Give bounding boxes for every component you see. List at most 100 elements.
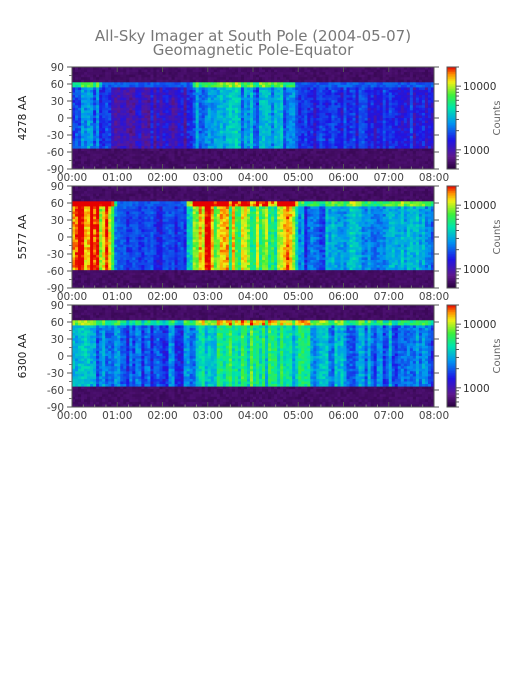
heatmap-cell [364, 125, 369, 129]
heatmap-cell [105, 67, 109, 70]
heatmap-cell [334, 77, 338, 81]
heatmap-cell [219, 120, 224, 124]
heatmap-cell [153, 110, 157, 114]
heatmap-cell [280, 158, 284, 162]
heatmap-cell [111, 125, 115, 129]
heatmap-cell [274, 82, 278, 86]
colorbar-label: Counts [492, 101, 503, 136]
heatmap-cell [165, 140, 169, 144]
heatmap-cell [295, 166, 299, 170]
heatmap-cell [90, 148, 94, 152]
heatmap-cell [132, 82, 136, 86]
heatmap-cell [355, 95, 359, 98]
heatmap-cell [358, 133, 362, 137]
heatmap-cell [322, 67, 326, 70]
heatmap-cell [412, 69, 417, 73]
heatmap-cell [156, 100, 160, 104]
heatmap-cell [310, 123, 314, 127]
heatmap-cell [343, 163, 347, 167]
heatmap-cell [108, 153, 112, 157]
heatmap-cell [138, 128, 142, 132]
heatmap-cell [78, 123, 82, 127]
heatmap-cell [403, 69, 408, 73]
heatmap-cell [334, 143, 338, 147]
heatmap-cell [346, 133, 350, 137]
heatmap-cell [219, 148, 224, 152]
heatmap-cell [277, 97, 281, 101]
heatmap-cell [138, 125, 142, 129]
heatmap-cell [427, 140, 432, 144]
heatmap-cell [352, 148, 356, 152]
heatmap-cell [102, 72, 106, 76]
heatmap-cell [289, 74, 293, 78]
heatmap-cell [210, 74, 215, 78]
heatmap-cell [283, 135, 287, 139]
heatmap-cell [391, 133, 396, 137]
heatmap-cell [265, 82, 269, 86]
heatmap-cell [337, 151, 341, 155]
heatmap-cell [147, 158, 151, 162]
heatmap-cell [207, 115, 212, 119]
heatmap-cell [373, 97, 378, 101]
heatmap-cell [253, 82, 257, 86]
heatmap-cell [373, 125, 378, 129]
heatmap-cell [406, 130, 411, 134]
heatmap-cell [295, 105, 299, 109]
heatmap-cell [108, 107, 112, 111]
heatmap-cell [415, 128, 420, 132]
heatmap-cell [84, 92, 88, 96]
heatmap-cell [352, 110, 356, 114]
heatmap-cell [355, 128, 359, 132]
heatmap-cell [249, 146, 254, 149]
heatmap-cell [132, 67, 136, 70]
heatmap-cell [87, 67, 91, 70]
heatmap-cell [231, 143, 236, 147]
heatmap-cell [117, 123, 121, 127]
heatmap-cell [141, 82, 145, 86]
heatmap-cell [90, 84, 94, 88]
heatmap-cell [75, 110, 79, 114]
heatmap-cell [249, 123, 254, 127]
heatmap-cell [201, 123, 206, 127]
heatmap-cell [99, 120, 103, 124]
heatmap-cell [216, 105, 221, 109]
heatmap-cell [144, 140, 148, 144]
heatmap-cell [289, 67, 293, 70]
heatmap-cell [364, 82, 369, 86]
heatmap-cell [90, 146, 94, 149]
heatmap-cell [307, 105, 311, 109]
heatmap-cell [219, 135, 224, 139]
heatmap-cell [231, 156, 236, 160]
heatmap-cell [123, 161, 127, 165]
heatmap-cell [198, 82, 203, 86]
heatmap-cell [343, 105, 347, 109]
heatmap-cell [307, 89, 311, 93]
heatmap-cell [204, 82, 209, 86]
heatmap-cell [331, 100, 335, 104]
heatmap-cell [138, 89, 142, 93]
heatmap-cell [391, 130, 396, 134]
heatmap-cell [165, 115, 169, 119]
heatmap-cell [147, 97, 151, 101]
heatmap-cell [430, 97, 435, 101]
heatmap-cell [132, 79, 136, 83]
heatmap-cell [400, 153, 405, 157]
heatmap-cell [415, 118, 420, 121]
heatmap-cell [96, 123, 100, 127]
colorbar-swatch [447, 126, 456, 129]
heatmap-cell [144, 148, 148, 152]
heatmap-cell [418, 97, 423, 101]
heatmap-cell [319, 102, 323, 106]
heatmap-cell [289, 130, 293, 134]
heatmap-cell [243, 74, 248, 78]
heatmap-cell [253, 140, 257, 144]
heatmap-cell [301, 87, 305, 91]
heatmap-cell [243, 92, 248, 96]
heatmap-cell [397, 130, 402, 134]
heatmap-cell [150, 143, 154, 147]
heatmap-cell [253, 100, 257, 104]
heatmap-cell [286, 79, 290, 83]
heatmap-cell [192, 67, 197, 70]
heatmap-cell [364, 84, 369, 88]
heatmap-cell [111, 107, 115, 111]
